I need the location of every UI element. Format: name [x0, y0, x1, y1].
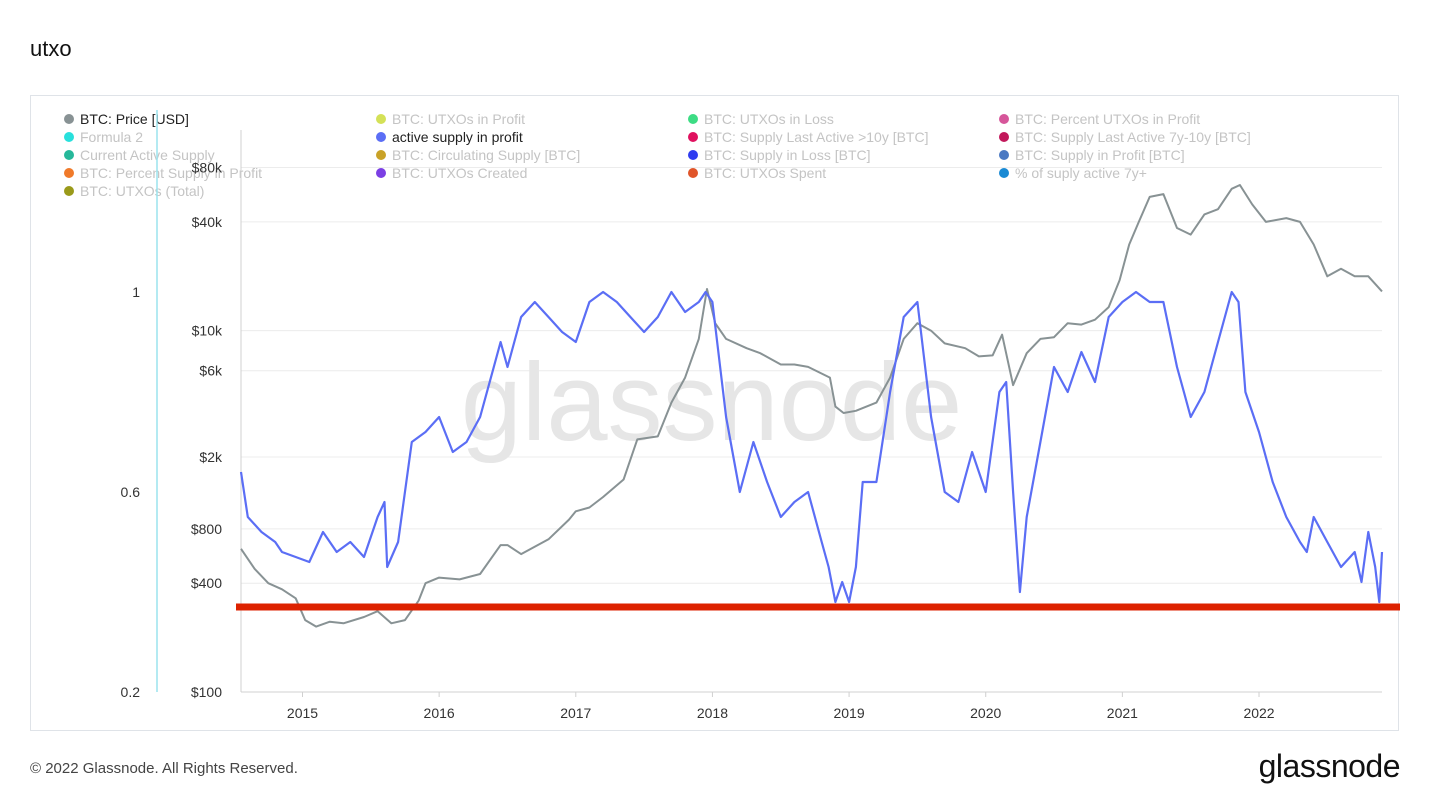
legend-item[interactable]: BTC: UTXOs in Profit [376, 110, 525, 128]
y-right-tick-label: $400 [191, 575, 222, 591]
legend-dot-icon [688, 132, 698, 142]
legend-label: BTC: Percent Supply in Profit [80, 165, 263, 181]
legend-label: BTC: UTXOs (Total) [80, 183, 205, 199]
legend-dot-icon [688, 168, 698, 178]
x-tick-label: 2020 [970, 705, 1001, 721]
legend-dot-icon [999, 114, 1009, 124]
y-left-tick-label: 0.6 [121, 484, 141, 500]
y-left-tick-label: 1 [132, 284, 140, 300]
legend-label: % of suply active 7y+ [1015, 165, 1147, 181]
price-series-line [240, 184, 1383, 628]
legend-label: BTC: UTXOs in Profit [392, 111, 526, 127]
legend-dot-icon [64, 168, 74, 178]
legend-dot-icon [64, 114, 74, 124]
legend-dot-icon [64, 150, 74, 160]
legend-item[interactable]: BTC: Supply in Loss [BTC] [688, 146, 871, 164]
legend-item[interactable]: BTC: UTXOs in Loss [688, 110, 834, 128]
legend-dot-icon [999, 150, 1009, 160]
legend-item[interactable]: BTC: UTXOs (Total) [64, 182, 204, 200]
glassnode-logo: glassnode [1258, 748, 1401, 784]
legend-label: BTC: Supply in Profit [BTC] [1015, 147, 1185, 163]
legend-dot-icon [376, 168, 386, 178]
legend-dot-icon [688, 114, 698, 124]
y-right-tick-label: $80k [192, 160, 223, 176]
legend-dot-icon [64, 132, 74, 142]
legend-dot-icon [688, 150, 698, 160]
copyright-notice: © 2022 Glassnode. All Rights Reserved. [30, 760, 298, 777]
legend-label: BTC: UTXOs Created [392, 165, 528, 181]
legend-dot-icon [999, 132, 1009, 142]
legend-item[interactable]: BTC: Price [USD] [64, 110, 189, 128]
legend-item[interactable]: Current Active Supply [64, 146, 215, 164]
legend-dot-icon [376, 150, 386, 160]
legend-item[interactable]: % of suply active 7y+ [999, 164, 1147, 182]
x-tick-label: 2015 [287, 705, 318, 721]
legend-item[interactable]: BTC: Supply in Profit [BTC] [999, 146, 1185, 164]
legend-item[interactable]: BTC: Supply Last Active >10y [BTC] [688, 128, 929, 146]
legend-item[interactable]: BTC: Percent Supply in Profit [64, 164, 262, 182]
x-tick-label: 2017 [560, 705, 591, 721]
x-tick-label: 2022 [1243, 705, 1274, 721]
legend-label: BTC: Supply Last Active 7y-10y [BTC] [1015, 129, 1251, 145]
y-right-tick-label: $100 [191, 684, 222, 700]
legend-label: BTC: Supply Last Active >10y [BTC] [704, 129, 929, 145]
chart-frame [30, 95, 1399, 731]
y-right-tick-label: $6k [199, 363, 223, 379]
legend-label: Formula 2 [80, 129, 144, 145]
legend-item[interactable]: Formula 2 [64, 128, 143, 146]
page-title: utxo [30, 36, 72, 61]
x-tick-label: 2018 [697, 705, 728, 721]
legend-dot-icon [376, 132, 386, 142]
x-tick-label: 2021 [1107, 705, 1138, 721]
legend-label: active supply in profit [392, 129, 523, 145]
legend-item[interactable]: BTC: UTXOs Spent [688, 164, 826, 182]
legend-item[interactable]: BTC: Circulating Supply [BTC] [376, 146, 580, 164]
legend-dot-icon [999, 168, 1009, 178]
y-right-tick-label: $2k [199, 449, 223, 465]
legend-item[interactable]: BTC: Supply Last Active 7y-10y [BTC] [999, 128, 1251, 146]
legend-label: BTC: Supply in Loss [BTC] [704, 147, 871, 163]
active-supply-series-line [239, 290, 1384, 604]
y-left-tick-label: 0.2 [121, 684, 141, 700]
legend-label: BTC: UTXOs Spent [704, 165, 827, 181]
legend-item[interactable]: BTC: Percent UTXOs in Profit [999, 110, 1200, 128]
legend-label: BTC: Price [USD] [80, 111, 189, 127]
watermark-text: glassnode [461, 341, 963, 464]
legend-dot-icon [376, 114, 386, 124]
legend-label: Current Active Supply [80, 147, 215, 163]
x-tick-label: 2016 [424, 705, 455, 721]
legend-label: BTC: Circulating Supply [BTC] [392, 147, 581, 163]
legend-item[interactable]: active supply in profit [376, 128, 523, 146]
legend-dot-icon [64, 186, 74, 196]
x-tick-label: 2019 [833, 705, 864, 721]
y-right-tick-label: $40k [192, 214, 223, 230]
legend-label: BTC: Percent UTXOs in Profit [1015, 111, 1201, 127]
legend-item[interactable]: BTC: UTXOs Created [376, 164, 527, 182]
legend-label: BTC: UTXOs in Loss [704, 111, 834, 127]
y-right-tick-label: $800 [191, 521, 222, 537]
y-right-tick-label: $10k [192, 323, 223, 339]
